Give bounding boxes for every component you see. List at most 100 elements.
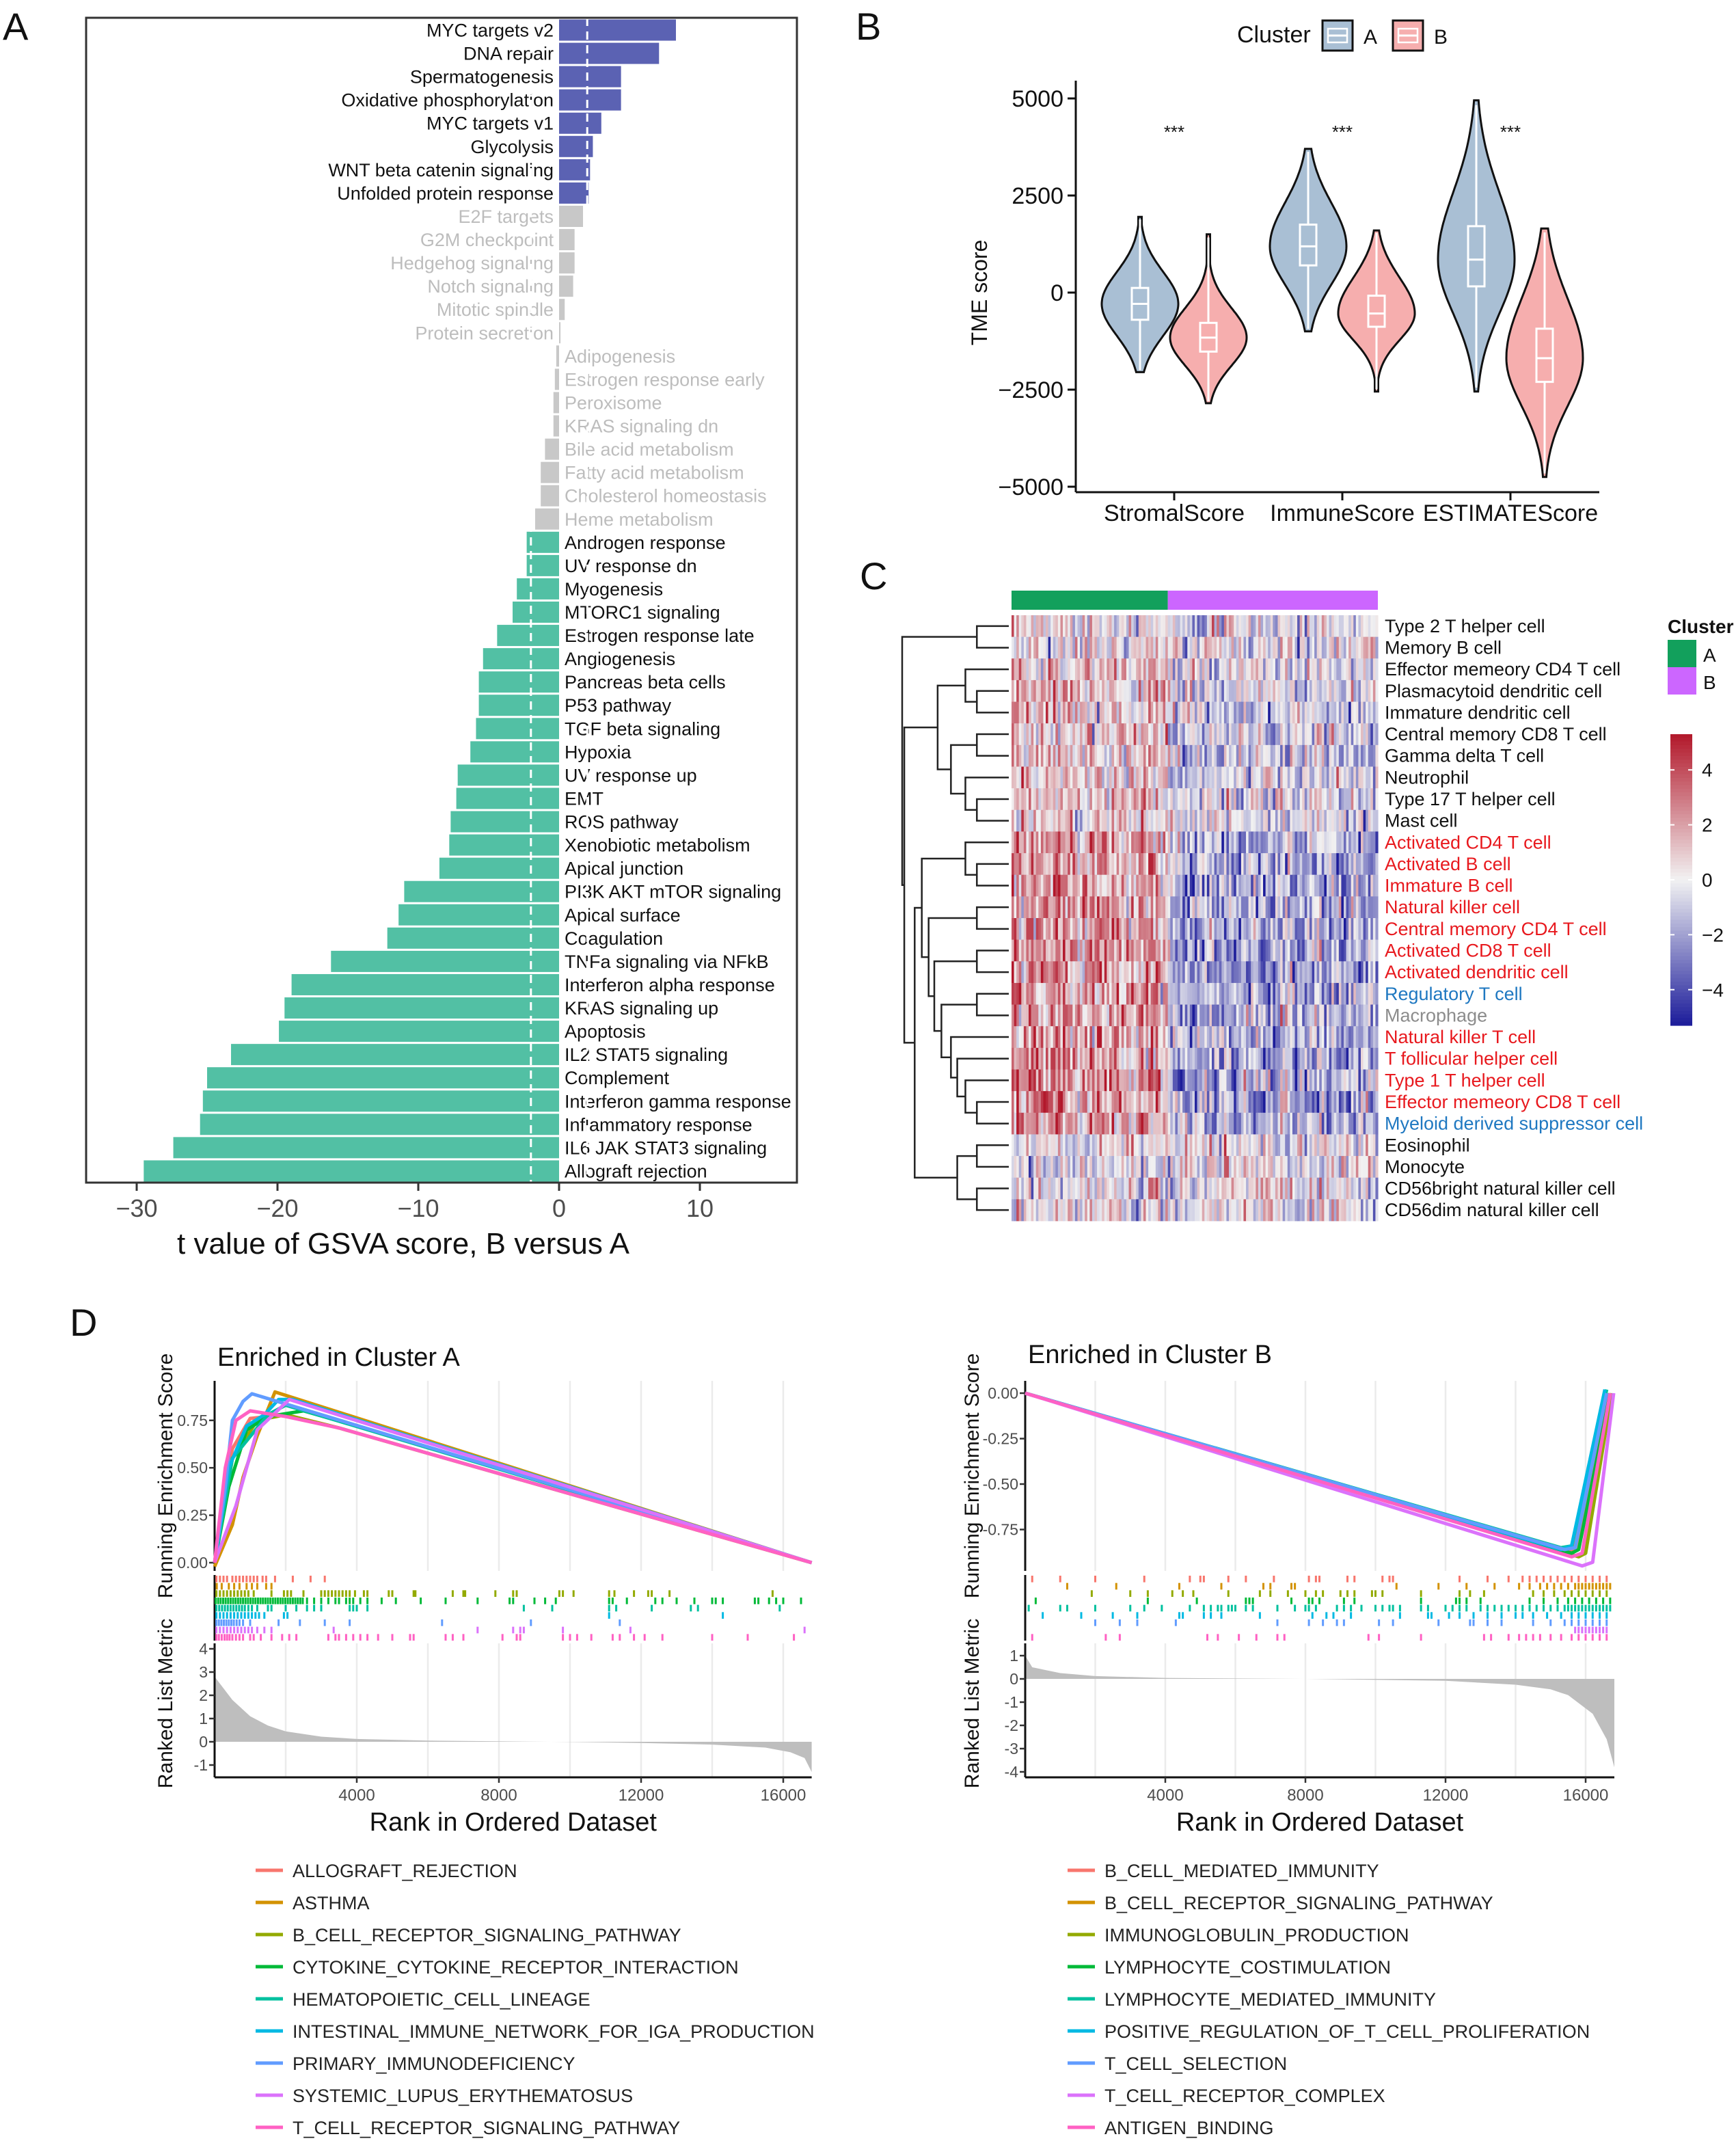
- heatmap-cell: [1050, 809, 1054, 832]
- heatmap-cell: [1333, 636, 1337, 659]
- heatmap-cell: [1341, 615, 1344, 638]
- heatmap-cell: [1360, 1112, 1364, 1135]
- hit-mark: [243, 1612, 246, 1619]
- heatmap-cell: [1336, 701, 1340, 724]
- heatmap-cell: [1248, 1199, 1251, 1222]
- heatmap-cell: [1343, 1199, 1347, 1222]
- heatmap-cell: [1226, 701, 1230, 724]
- hit-mark: [279, 1598, 282, 1604]
- heatmap-cell: [1046, 874, 1049, 897]
- heatmap-cell: [1133, 1091, 1137, 1114]
- heatmap-cell: [1260, 1026, 1264, 1049]
- heatmap-cell: [1053, 701, 1056, 724]
- heatmap-cell: [1229, 853, 1232, 876]
- heatmap-cell: [1040, 744, 1044, 767]
- heatmap-cell: [1182, 679, 1186, 702]
- heatmap-cell: [1253, 1199, 1256, 1222]
- heatmap-cell: [1290, 1069, 1293, 1092]
- panel-letter-b: B: [856, 5, 881, 48]
- heatmap-cell: [1136, 961, 1139, 984]
- heatmap-cell: [1097, 1069, 1100, 1092]
- heatmap-cell: [1012, 1134, 1015, 1157]
- heatmap-cell: [1304, 1069, 1307, 1092]
- heatmap-cell: [1209, 679, 1212, 702]
- heatmap-cell: [1370, 809, 1374, 832]
- hit-mark: [242, 1619, 245, 1626]
- heatmap-cell: [1226, 723, 1230, 746]
- heatmap-cell: [1316, 1156, 1320, 1179]
- row-label: Eosinophil: [1385, 1135, 1470, 1155]
- heatmap-cell: [1021, 982, 1025, 1005]
- heatmap-cell: [1114, 723, 1117, 746]
- heatmap-cell: [1309, 939, 1313, 962]
- heatmap-cell: [1121, 1004, 1124, 1027]
- heatmap-cell: [1012, 809, 1015, 832]
- heatmap-cell: [1116, 918, 1120, 941]
- heatmap-cell: [1043, 788, 1046, 811]
- heatmap-cell: [1063, 918, 1066, 941]
- heatmap-cell: [1116, 1134, 1120, 1157]
- heatmap-cell: [1143, 615, 1147, 638]
- heatmap-cell: [1104, 1199, 1107, 1222]
- heatmap-cell: [1292, 1026, 1296, 1049]
- heatmap-cell: [1104, 831, 1107, 854]
- heatmap-cell: [1158, 723, 1161, 746]
- heatmap-cell: [1302, 1091, 1305, 1114]
- heatmap-cell: [1236, 788, 1239, 811]
- heatmap-cell: [1299, 874, 1303, 897]
- heatmap-cell: [1195, 1156, 1198, 1179]
- bar-label: Spermatogenesis: [410, 67, 554, 87]
- heatmap-cell: [1290, 982, 1293, 1005]
- heatmap-cell: [1109, 1134, 1113, 1157]
- heatmap-cell: [1128, 1091, 1132, 1114]
- heatmap-cell: [1102, 1199, 1105, 1222]
- heatmap-cell: [1077, 636, 1081, 659]
- heatmap-cell: [1282, 961, 1286, 984]
- heatmap-cell: [1360, 1199, 1364, 1222]
- heatmap-cell: [1074, 809, 1079, 832]
- heatmap-cell: [1082, 658, 1085, 681]
- heatmap-cell: [1158, 831, 1161, 854]
- heatmap-cell: [1319, 1047, 1323, 1070]
- heatmap-cell: [1102, 788, 1105, 811]
- heatmap-cell: [1089, 744, 1093, 767]
- heatmap-cell: [1167, 1091, 1171, 1114]
- heatmap-cell: [1138, 1047, 1141, 1070]
- heatmap-cell: [1360, 1156, 1364, 1179]
- heatmap-cell: [1087, 1156, 1090, 1179]
- heatmap-cell: [1102, 723, 1105, 746]
- heatmap-cell: [1048, 701, 1051, 724]
- heatmap-cell: [1153, 1156, 1156, 1179]
- heatmap-cell: [1324, 658, 1327, 681]
- heatmap-cell: [1368, 1177, 1371, 1200]
- hit-mark: [254, 1598, 257, 1604]
- heatmap-cell: [1055, 1047, 1059, 1070]
- heatmap-cell: [1097, 1047, 1100, 1070]
- heatmap-cell: [1217, 961, 1220, 984]
- heatmap-cell: [1273, 615, 1276, 638]
- heatmap-cell: [1172, 874, 1176, 897]
- heatmap-cell: [1177, 1091, 1181, 1114]
- heatmap-cell: [1212, 679, 1215, 702]
- heatmap-cell: [1048, 723, 1051, 746]
- heatmap-cell: [1040, 1047, 1044, 1070]
- heatmap-cell: [1363, 788, 1366, 811]
- heatmap-cell: [1370, 831, 1374, 854]
- heatmap-cell: [1251, 1026, 1254, 1049]
- heatmap-cell: [1219, 918, 1222, 941]
- heatmap-cell: [1065, 939, 1068, 962]
- hit-mark: [1560, 1583, 1562, 1590]
- heatmap-cell: [1035, 874, 1039, 897]
- heatmap-cell: [1131, 788, 1135, 811]
- heatmap-cell: [1167, 788, 1171, 811]
- heatmap-cell: [1240, 1112, 1245, 1135]
- heatmap-cell: [1150, 615, 1154, 638]
- heatmap-cell: [1111, 636, 1115, 659]
- heatmap-cell: [1243, 1199, 1247, 1222]
- heatmap-cell: [1195, 744, 1198, 767]
- heatmap-cell: [1231, 1004, 1234, 1027]
- heatmap-cell: [1366, 1177, 1369, 1200]
- heatmap-cell: [1251, 1091, 1254, 1114]
- heatmap-cell: [1236, 1091, 1239, 1114]
- colorbar-slice: [1670, 1014, 1692, 1019]
